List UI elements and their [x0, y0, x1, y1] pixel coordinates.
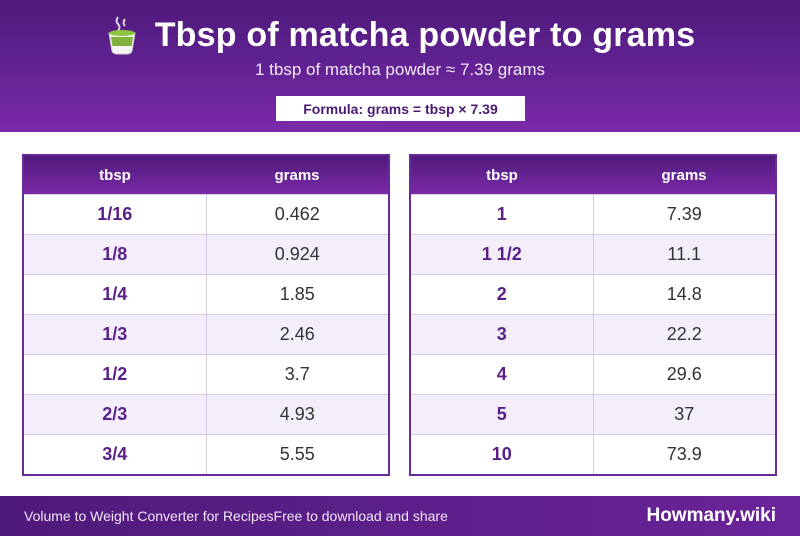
- footer-converter-label: Volume to Weight Converter for Recipes: [24, 508, 274, 524]
- table-row: 1/2 3.7: [24, 354, 388, 394]
- table-row: 2/3 4.93: [24, 394, 388, 434]
- tbsp-cell: 10: [411, 435, 594, 474]
- tbsp-cell: 3/4: [24, 435, 207, 474]
- column-header-tbsp: tbsp: [486, 166, 518, 184]
- table-row: 3 22.2: [411, 314, 775, 354]
- tbsp-cell: 1/4: [24, 275, 207, 314]
- conversion-table-left: tbsp grams 1/16 0.462 1/8 0.924 1/4 1.85 1/3 2.…: [22, 154, 390, 476]
- table-row: 1/8 0.924: [24, 234, 388, 274]
- brand-logo[interactable]: Howmany.wiki: [646, 505, 776, 526]
- grams-cell: 11.1: [667, 244, 702, 264]
- tbsp-cell: 4: [411, 355, 594, 394]
- grams-cell: 0.924: [274, 244, 320, 264]
- table-row: 1/4 1.85: [24, 274, 388, 314]
- grams-cell: 2.46: [279, 324, 315, 344]
- footer-text: Volume to Weight Converter for Recipes Fr…: [24, 496, 448, 536]
- grams-cell: 7.39: [666, 204, 702, 224]
- table-header: tbsp grams: [411, 156, 775, 194]
- column-header-grams: grams: [274, 166, 320, 184]
- tbsp-cell: 2/3: [24, 395, 207, 434]
- table-row: 2 14.8: [411, 274, 775, 314]
- table-row: 4 29.6: [411, 354, 775, 394]
- grams-cell: 14.8: [666, 284, 702, 304]
- formula-box: Formula: grams = tbsp × 7.39: [276, 96, 525, 121]
- conversion-table-right: tbsp grams 1 7.39 1 1/2 11.1 2 14.8 3 22.2 4 29.6…: [409, 154, 777, 476]
- footer-share-label: Free to download and share: [273, 508, 448, 524]
- table-row: 1/3 2.46: [24, 314, 388, 354]
- page-title: Tbsp of matcha powder to grams: [154, 15, 696, 54]
- header-banner: Tbsp of matcha powder to grams 1 tbsp of…: [0, 0, 800, 132]
- grams-cell: 1.85: [279, 284, 315, 304]
- grams-cell: 5.55: [279, 444, 315, 464]
- grams-cell: 0.462: [274, 204, 320, 224]
- table-body: 1/16 0.462 1/8 0.924 1/4 1.85 1/3 2.46 1/2 3.7 2/3…: [24, 194, 388, 474]
- table-header: tbsp grams: [24, 156, 388, 194]
- grams-cell: 4.93: [279, 404, 315, 424]
- grams-cell: 3.7: [284, 364, 310, 384]
- tbsp-cell: 1/2: [24, 355, 207, 394]
- table-row: 3/4 5.55: [24, 434, 388, 474]
- table-row: 10 73.9: [411, 434, 775, 474]
- grams-cell: 22.2: [666, 324, 702, 344]
- table-row: 1/16 0.462: [24, 194, 388, 234]
- tbsp-cell: 3: [411, 315, 594, 354]
- table-row: 1 7.39: [411, 194, 775, 234]
- column-header-grams: grams: [661, 166, 707, 184]
- tbsp-cell: 1: [411, 195, 594, 234]
- table-row: 1 1/2 11.1: [411, 234, 775, 274]
- tbsp-cell: 1/8: [24, 235, 207, 274]
- page-subtitle: 1 tbsp of matcha powder ≈ 7.39 grams: [255, 60, 545, 79]
- tbsp-cell: 5: [411, 395, 594, 434]
- grams-cell: 37: [674, 404, 695, 424]
- title-row: Tbsp of matcha powder to grams: [0, 12, 800, 58]
- column-header-tbsp: tbsp: [99, 166, 131, 184]
- grams-cell: 29.6: [666, 364, 702, 384]
- tbsp-cell: 2: [411, 275, 594, 314]
- tbsp-cell: 1/16: [24, 195, 207, 234]
- table-body: 1 7.39 1 1/2 11.1 2 14.8 3 22.2 4 29.6 5 37 10 73.9: [411, 194, 775, 474]
- table-row: 5 37: [411, 394, 775, 434]
- grams-cell: 73.9: [666, 444, 702, 464]
- matcha-cup-icon: [105, 15, 139, 55]
- footer-bar: Volume to Weight Converter for Recipes Fr…: [0, 496, 800, 536]
- tbsp-cell: 1/3: [24, 315, 207, 354]
- tbsp-cell: 1 1/2: [411, 235, 594, 274]
